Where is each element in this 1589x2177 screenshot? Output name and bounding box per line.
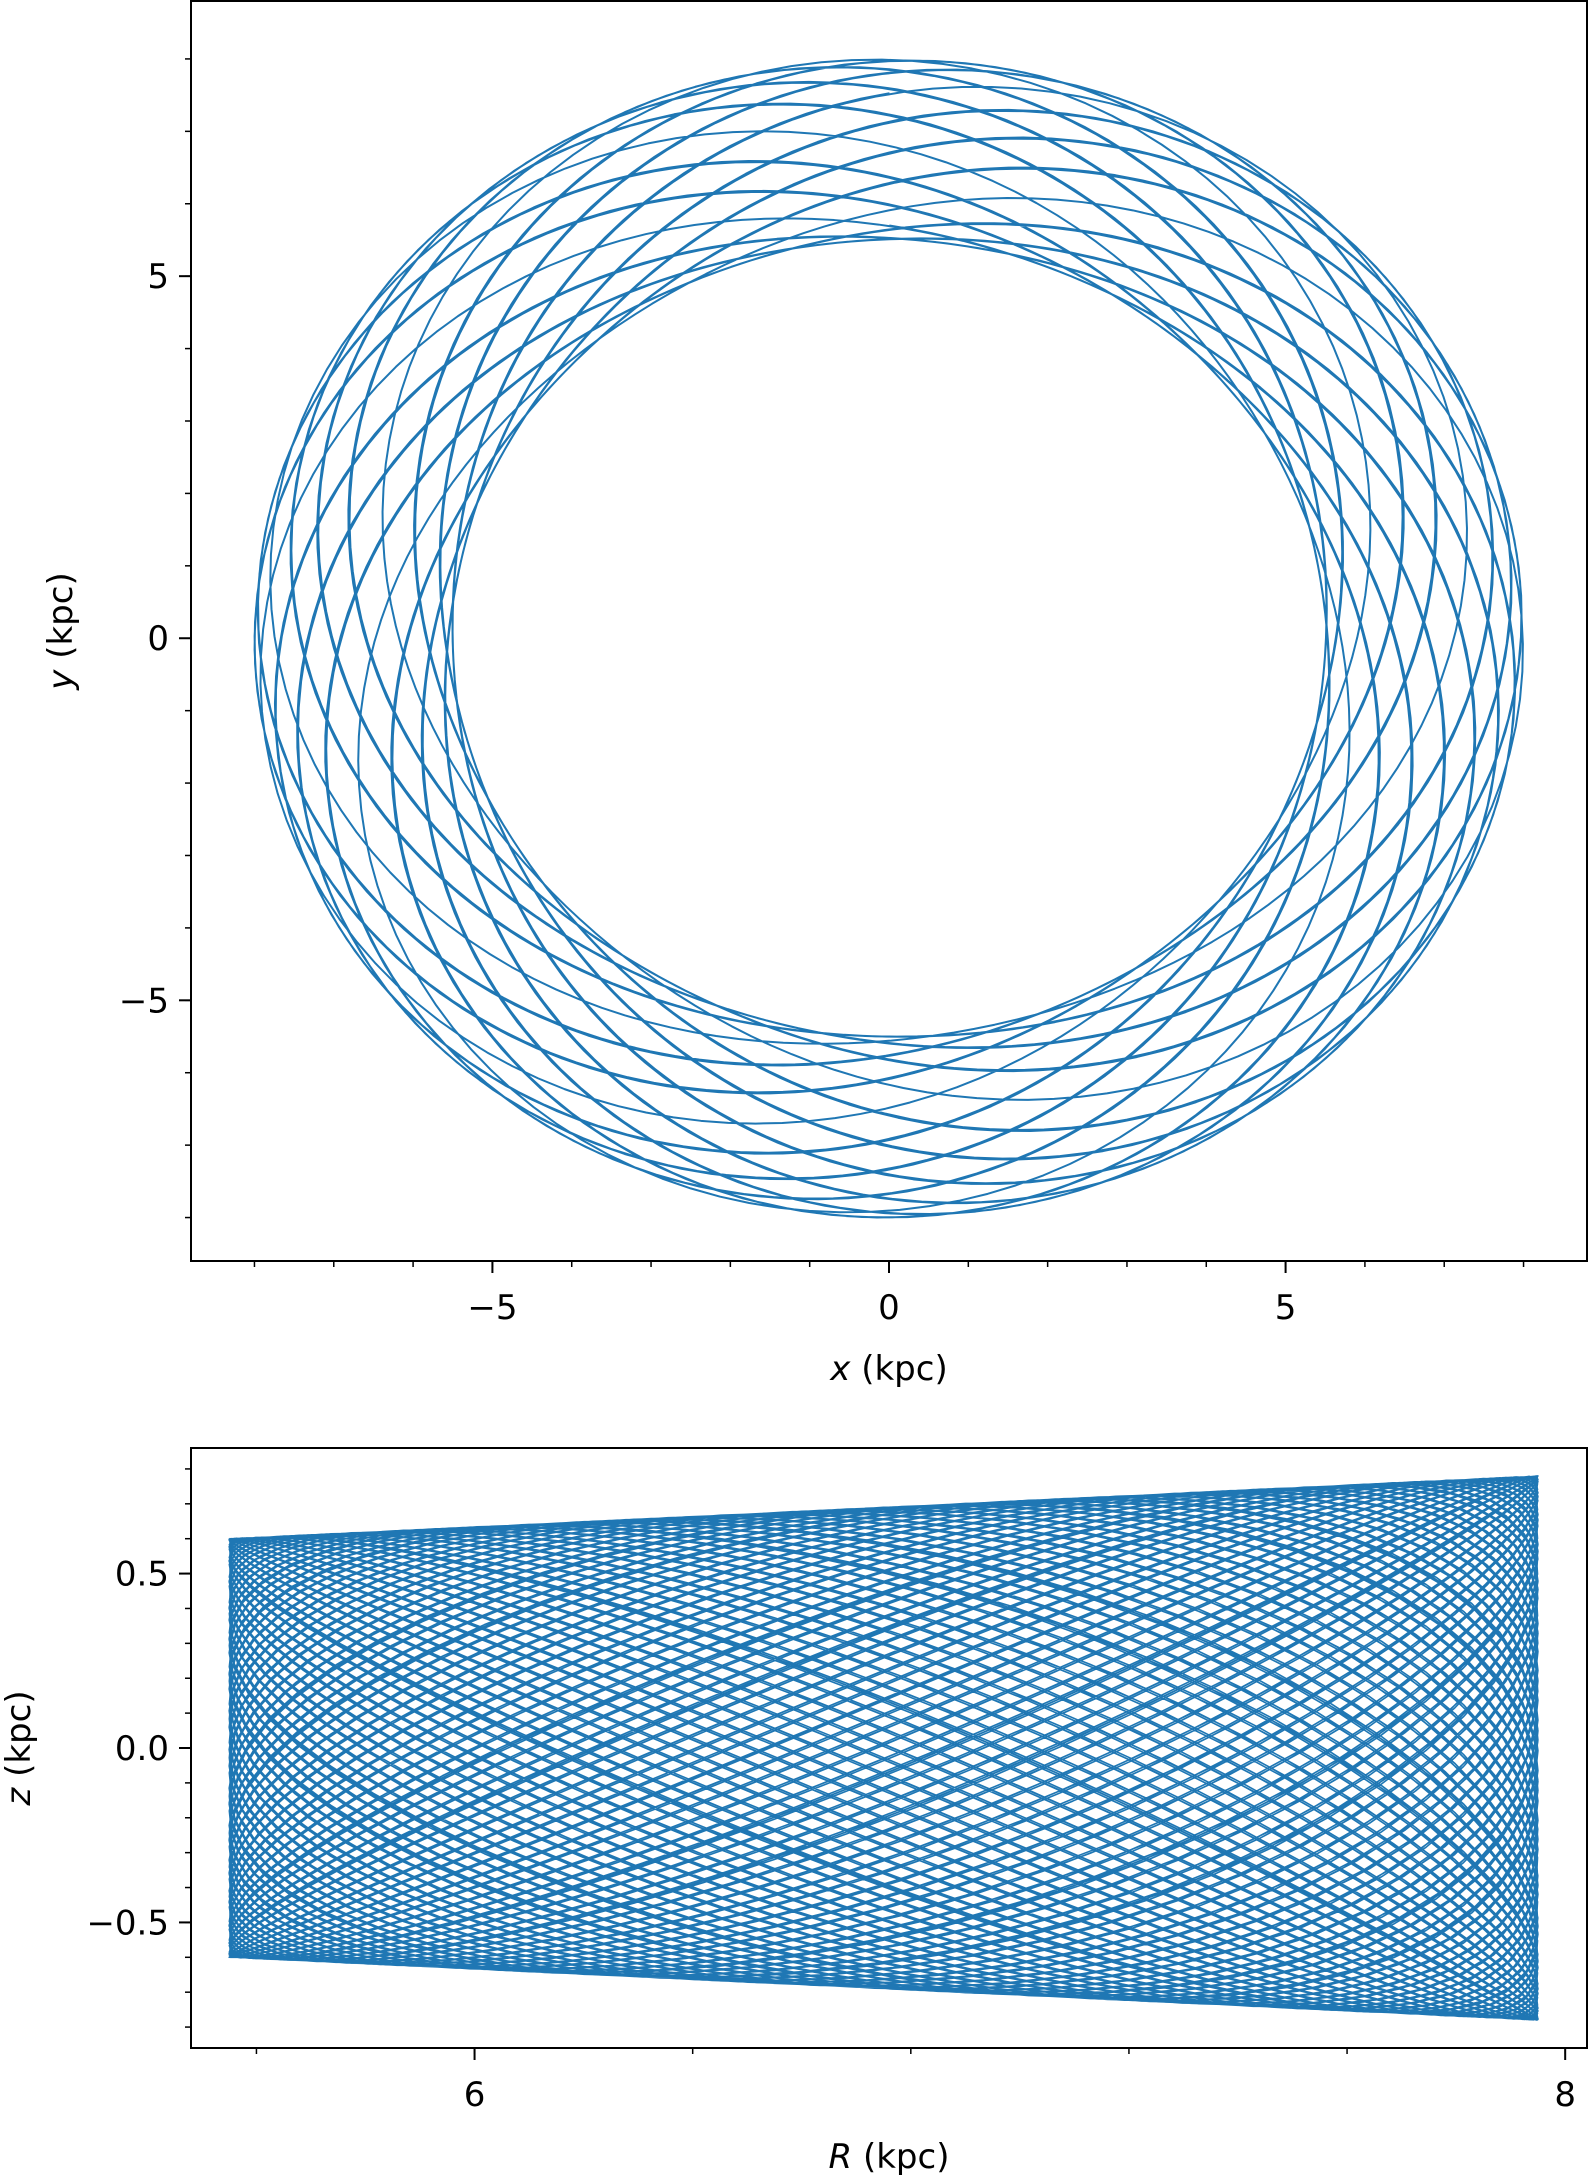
rz-y-ticks: −0.5 0.0 0.5 xyxy=(86,1555,191,1943)
xy-x-tick-label: 5 xyxy=(1275,1288,1297,1328)
xy-x-minor-ticks xyxy=(253,1261,1525,1267)
rz-x-tick-label: 8 xyxy=(1554,2075,1576,2115)
rz-orbit-line xyxy=(228,1475,1539,2021)
rz-x-axis-label: R (kpc) xyxy=(829,2137,950,2177)
xy-x-ticks: −5 0 5 xyxy=(467,1261,1296,1328)
rz-y-axis-label: z (kpc) xyxy=(0,1690,39,1806)
rz-y-tick-label: −0.5 xyxy=(86,1903,169,1943)
rz-x-minor-ticks xyxy=(255,2048,1566,2054)
xy-x-axis-label: x (kpc) xyxy=(829,1349,947,1389)
xy-y-minor-ticks xyxy=(185,58,191,1219)
rz-y-minor-ticks xyxy=(185,1468,191,2028)
rz-y-tick-label: 0.5 xyxy=(115,1555,169,1595)
xy-y-ticks: −5 0 5 xyxy=(119,257,191,1021)
xy-y-tick-label: 0 xyxy=(147,619,169,659)
xy-y-tick-label: 5 xyxy=(147,257,169,297)
xy-plot-frame xyxy=(190,0,1588,1262)
xy-x-tick-label: −5 xyxy=(467,1288,517,1328)
xy-y-axis-label: y (kpc) xyxy=(41,572,81,690)
xy-x-tick-label: 0 xyxy=(878,1288,900,1328)
xy-orbit-line xyxy=(253,58,1524,1219)
rz-y-tick-label: 0.0 xyxy=(115,1729,169,1769)
xy-orbit-panel: −5 0 5 −5 0 5 x (kpc) y (kpc) xyxy=(41,0,1588,1389)
rz-x-tick-label: 6 xyxy=(464,2075,486,2115)
xy-y-tick-label: −5 xyxy=(119,981,169,1021)
